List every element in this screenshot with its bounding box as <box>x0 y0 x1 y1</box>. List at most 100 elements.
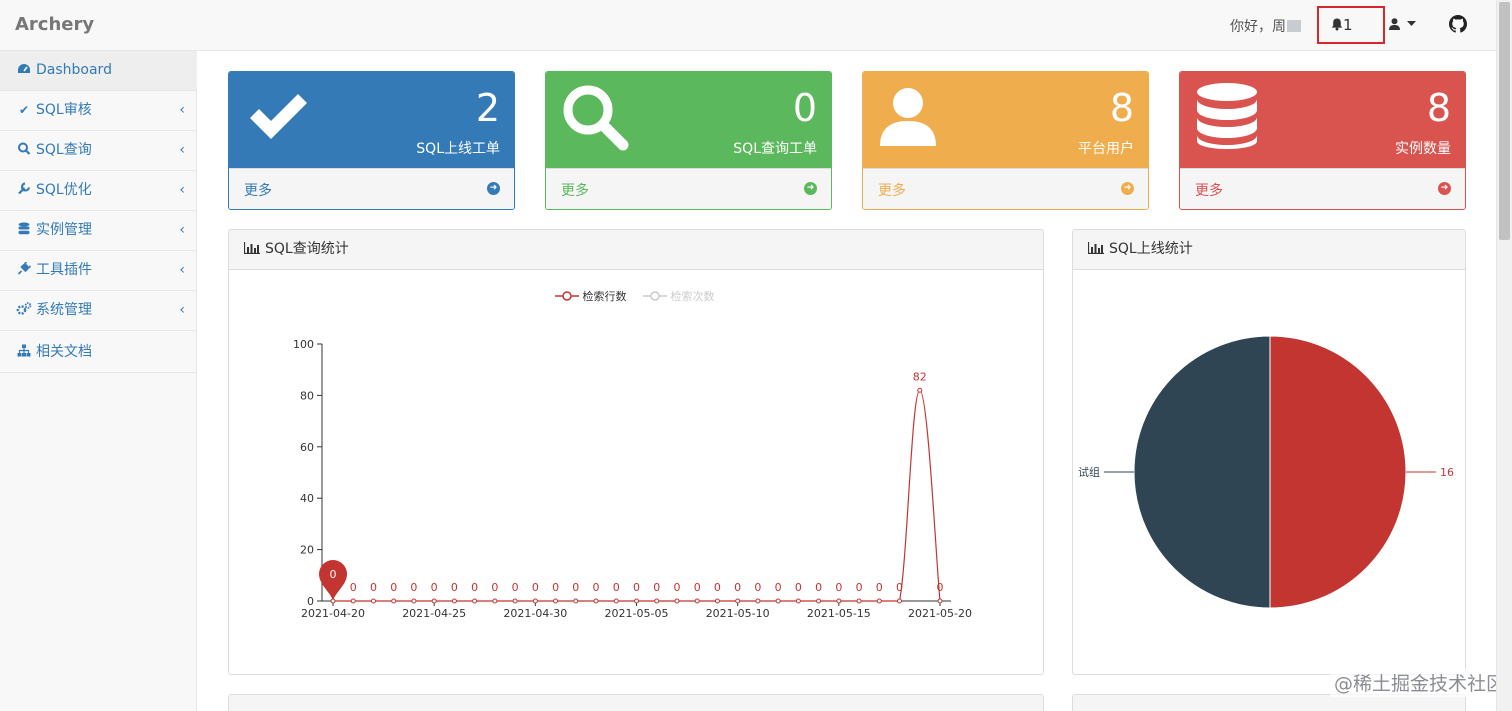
sidebar-item-label: Dashboard <box>36 62 112 78</box>
panel-heading: SQL上线统计 <box>1073 230 1465 270</box>
y-tick-label: 20 <box>300 544 314 557</box>
y-tick-label: 100 <box>293 338 314 351</box>
data-point <box>350 598 356 604</box>
stat-label: 实例数量 <box>1395 141 1451 157</box>
x-tick-label: 2021-05-20 <box>908 607 972 620</box>
x-tick-label: 2021-05-15 <box>807 607 871 620</box>
notification-button[interactable]: 1 <box>1317 6 1385 44</box>
sitemap-icon <box>17 344 31 357</box>
query-stats-panel: SQL查询统计 检索行数 检索次数 0 20 40 60 80 100 2021-04-20… <box>228 229 1044 675</box>
data-point <box>816 598 822 604</box>
stat-label: 平台用户 <box>1078 141 1134 157</box>
stat-panel-header: 8 平台用户 <box>863 72 1148 168</box>
legend-label: 检索次数 <box>670 290 715 303</box>
plug-icon <box>17 262 32 275</box>
stat-more-link[interactable]: 更多 ➜ <box>863 168 1148 209</box>
sidebar-item-sql-review[interactable]: ✔ SQL审核 ‹ <box>0 91 197 131</box>
legend-item-count[interactable]: 检索次数 <box>643 288 715 304</box>
data-point <box>451 598 457 604</box>
data-point <box>876 598 882 604</box>
sidebar-item-label: SQL优化 <box>36 182 92 198</box>
x-tick-label: 2021-04-20 <box>301 607 365 620</box>
legend-label: 检索行数 <box>582 290 627 303</box>
stat-panel-sql-query: 0 SQL查询工单 更多 ➜ <box>545 71 832 210</box>
stat-value: 2 <box>475 86 500 130</box>
data-label: 0 <box>552 581 559 594</box>
sidebar-item-label: SQL查询 <box>36 142 92 158</box>
data-point <box>370 598 376 604</box>
sidebar-item-label: 相关文档 <box>36 344 92 360</box>
data-label: 0 <box>694 581 701 594</box>
legend-item-rows[interactable]: 检索行数 <box>555 288 627 304</box>
data-point <box>897 598 903 604</box>
stat-more-link[interactable]: 更多 ➜ <box>546 168 831 209</box>
data-label: 0 <box>876 581 883 594</box>
panel-title: SQL上线统计 <box>1109 241 1193 257</box>
data-label: 0 <box>754 581 761 594</box>
data-label: 0 <box>775 581 782 594</box>
data-label: 0 <box>410 581 417 594</box>
x-tick-label: 2021-05-05 <box>605 607 669 620</box>
user-icon <box>1389 18 1400 30</box>
more-label: 更多 <box>878 183 906 199</box>
sidebar-item-dashboard[interactable]: Dashboard <box>0 51 197 91</box>
chevron-left-icon: ‹ <box>179 222 185 238</box>
panel-heading <box>229 695 1043 711</box>
data-label: 0 <box>937 581 944 594</box>
blurred-username <box>1287 20 1301 32</box>
brand-logo[interactable]: Archery <box>15 14 95 35</box>
panel-heading: SQL查询统计 <box>229 230 1043 270</box>
github-icon[interactable] <box>1449 15 1467 33</box>
cogs-icon <box>16 302 32 315</box>
database-icon <box>18 222 30 235</box>
data-point <box>411 598 417 604</box>
sidebar-item-label: 实例管理 <box>36 222 92 238</box>
data-point <box>755 598 761 604</box>
series-line <box>332 389 941 602</box>
next-panel-right <box>1072 694 1466 711</box>
data-point <box>532 598 538 604</box>
search-icon <box>18 142 31 155</box>
y-tick-label: 0 <box>307 595 314 608</box>
database-icon <box>1197 83 1257 149</box>
panel-title: SQL查询统计 <box>265 241 349 257</box>
stat-panel-instances: 8 实例数量 更多 ➜ <box>1179 71 1466 210</box>
sidebar-item-sql-query[interactable]: SQL查询 ‹ <box>0 131 197 171</box>
sidebar-item-label: 系统管理 <box>36 302 92 318</box>
stat-panel-users: 8 平台用户 更多 ➜ <box>862 71 1149 210</box>
dashboard-icon <box>18 64 30 73</box>
data-point <box>654 598 660 604</box>
data-point <box>714 598 720 604</box>
stat-more-link[interactable]: 更多 ➜ <box>1180 168 1465 209</box>
check-icon <box>250 94 307 139</box>
stat-panel-sql-deploy: 2 SQL上线工单 更多 ➜ <box>228 71 515 210</box>
sidebar-item-instances[interactable]: 实例管理 ‹ <box>0 211 197 251</box>
user-menu-toggle[interactable] <box>1389 15 1423 35</box>
data-point <box>674 598 680 604</box>
data-label: 0 <box>512 581 519 594</box>
data-label: 0 <box>795 581 802 594</box>
arrow-circle-right-icon: ➜ <box>487 182 500 195</box>
scrollbar-thumb[interactable] <box>1499 2 1510 240</box>
data-label: 0 <box>633 581 640 594</box>
next-panel-left <box>228 694 1044 711</box>
sidebar-item-tools[interactable]: 工具插件 ‹ <box>0 251 197 291</box>
deploy-stats-panel: SQL上线统计 16 试组 <box>1072 229 1466 675</box>
data-label: 0 <box>613 581 620 594</box>
legend-line-marker <box>643 291 667 301</box>
data-point <box>836 598 842 604</box>
data-label: 0 <box>390 581 397 594</box>
sidebar-item-system[interactable]: 系统管理 ‹ <box>0 291 197 331</box>
sidebar-item-sql-optimize[interactable]: SQL优化 ‹ <box>0 171 197 211</box>
sidebar-item-docs[interactable]: 相关文档 <box>0 333 197 373</box>
pie-label: 16 <box>1440 466 1454 479</box>
top-navbar: Archery 你好，周 1 <box>0 0 1496 51</box>
more-label: 更多 <box>561 183 589 199</box>
data-label: 0 <box>835 581 842 594</box>
stat-more-link[interactable]: 更多 ➜ <box>229 168 514 209</box>
data-point <box>735 598 741 604</box>
bell-icon <box>1331 18 1343 31</box>
user-icon <box>880 88 936 146</box>
arrow-circle-right-icon: ➜ <box>1438 182 1451 195</box>
stat-panel-header: 2 SQL上线工单 <box>229 72 514 168</box>
